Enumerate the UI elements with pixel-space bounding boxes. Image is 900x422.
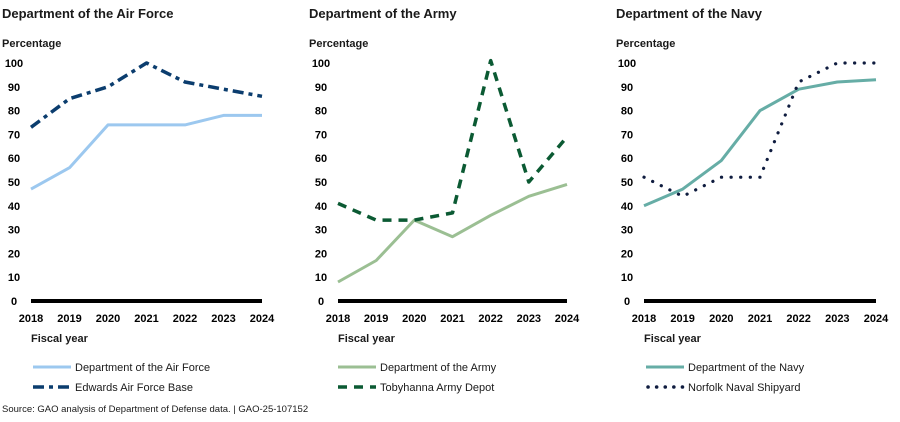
x-tick-label: 2022 bbox=[478, 313, 502, 325]
x-tick-label: 2018 bbox=[326, 313, 350, 325]
x-tick-label: 2021 bbox=[134, 313, 158, 325]
y-tick-label: 30 bbox=[315, 225, 327, 237]
x-tick-label: 2023 bbox=[211, 313, 235, 325]
panel-title: Department of the Army bbox=[309, 6, 457, 21]
y-tick-label: 60 bbox=[315, 153, 327, 165]
legend-label: Department of the Air Force bbox=[75, 362, 210, 374]
y-tick-label: 80 bbox=[8, 106, 20, 118]
y-tick-label: 40 bbox=[8, 201, 20, 213]
y-tick-label: 70 bbox=[621, 129, 633, 141]
y-tick-label: 60 bbox=[8, 153, 20, 165]
y-tick-label: 90 bbox=[8, 82, 20, 94]
x-tick-label: 2024 bbox=[555, 313, 580, 325]
legend-item: Norfolk Naval Shipyard bbox=[646, 382, 801, 394]
series-line-department-of-the-navy bbox=[643, 78, 877, 208]
legend-item: Department of the Navy bbox=[646, 362, 805, 374]
x-tick-label: 2019 bbox=[57, 313, 81, 325]
legend-label: Department of the Army bbox=[380, 362, 497, 374]
y-tick-label: 10 bbox=[315, 272, 327, 284]
y-tick-label: 90 bbox=[315, 82, 327, 94]
series-line-tobyhanna-army-depot bbox=[337, 58, 569, 222]
y-tick-label: 50 bbox=[8, 177, 20, 189]
x-axis-label: Fiscal year bbox=[338, 333, 396, 345]
y-tick-label: 100 bbox=[618, 58, 636, 70]
y-axis-label: Percentage bbox=[616, 38, 675, 50]
x-axis-label: Fiscal year bbox=[31, 333, 89, 345]
x-tick-label: 2020 bbox=[709, 313, 733, 325]
x-tick-label: 2020 bbox=[96, 313, 120, 325]
y-tick-label: 0 bbox=[11, 296, 17, 308]
legend-item: Department of the Air Force bbox=[33, 362, 210, 374]
y-tick-label: 70 bbox=[8, 129, 20, 141]
y-tick-label: 60 bbox=[621, 153, 633, 165]
x-tick-label: 2023 bbox=[517, 313, 541, 325]
source-note: Source: GAO analysis of Department of De… bbox=[2, 404, 308, 415]
y-tick-label: 20 bbox=[315, 248, 327, 260]
y-tick-label: 0 bbox=[624, 296, 630, 308]
y-axis-label: Percentage bbox=[2, 38, 61, 50]
y-tick-label: 50 bbox=[621, 177, 633, 189]
y-tick-label: 40 bbox=[621, 201, 633, 213]
x-tick-label: 2018 bbox=[19, 313, 43, 325]
panel-title: Department of the Navy bbox=[616, 6, 763, 21]
y-tick-label: 90 bbox=[621, 82, 633, 94]
series-line-department-of-the-army bbox=[337, 182, 568, 284]
y-tick-label: 20 bbox=[621, 248, 633, 260]
y-tick-label: 80 bbox=[315, 106, 327, 118]
y-tick-label: 80 bbox=[621, 106, 633, 118]
legend-item: Tobyhanna Army Depot bbox=[338, 382, 494, 394]
x-axis-label: Fiscal year bbox=[644, 333, 702, 345]
series-line-edwards-air-force-base bbox=[29, 61, 263, 129]
y-tick-label: 10 bbox=[621, 272, 633, 284]
y-tick-label: 20 bbox=[8, 248, 20, 260]
x-tick-label: 2021 bbox=[440, 313, 464, 325]
legend-item: Department of the Army bbox=[338, 362, 497, 374]
x-tick-label: 2022 bbox=[173, 313, 197, 325]
y-tick-label: 100 bbox=[5, 58, 23, 70]
x-tick-label: 2021 bbox=[748, 313, 772, 325]
y-tick-label: 40 bbox=[315, 201, 327, 213]
panel-department-of-the-air-force: Department of the Air Force Percentage 0 10… bbox=[2, 6, 275, 394]
x-tick-label: 2020 bbox=[402, 313, 426, 325]
series-line-department-of-the-air-force bbox=[30, 113, 262, 191]
y-tick-label: 100 bbox=[312, 58, 330, 70]
x-tick-label: 2019 bbox=[670, 313, 694, 325]
y-tick-label: 30 bbox=[621, 225, 633, 237]
panel-title: Department of the Air Force bbox=[2, 6, 173, 21]
x-tick-label: 2019 bbox=[364, 313, 388, 325]
panel-department-of-the-navy: Department of the Navy Percentage 0 10 20 30 4… bbox=[616, 6, 889, 394]
legend-label: Edwards Air Force Base bbox=[75, 382, 193, 394]
x-tick-label: 2024 bbox=[250, 313, 275, 325]
legend-item: Edwards Air Force Base bbox=[33, 382, 193, 394]
y-axis-label: Percentage bbox=[309, 38, 368, 50]
legend-label: Department of the Navy bbox=[688, 362, 805, 374]
legend-label: Norfolk Naval Shipyard bbox=[688, 382, 801, 394]
y-tick-label: 10 bbox=[8, 272, 20, 284]
y-tick-label: 30 bbox=[8, 225, 20, 237]
series-line-norfolk-naval-shipyard bbox=[642, 61, 878, 198]
y-tick-label: 50 bbox=[315, 177, 327, 189]
panel-department-of-the-army: Department of the Army Percentage 0 10 20 30 4… bbox=[309, 6, 580, 394]
x-tick-label: 2018 bbox=[632, 313, 656, 325]
y-tick-label: 0 bbox=[318, 296, 324, 308]
x-tick-label: 2022 bbox=[786, 313, 810, 325]
y-tick-label: 70 bbox=[315, 129, 327, 141]
x-tick-label: 2023 bbox=[825, 313, 849, 325]
legend-label: Tobyhanna Army Depot bbox=[380, 382, 494, 394]
x-tick-label: 2024 bbox=[864, 313, 889, 325]
